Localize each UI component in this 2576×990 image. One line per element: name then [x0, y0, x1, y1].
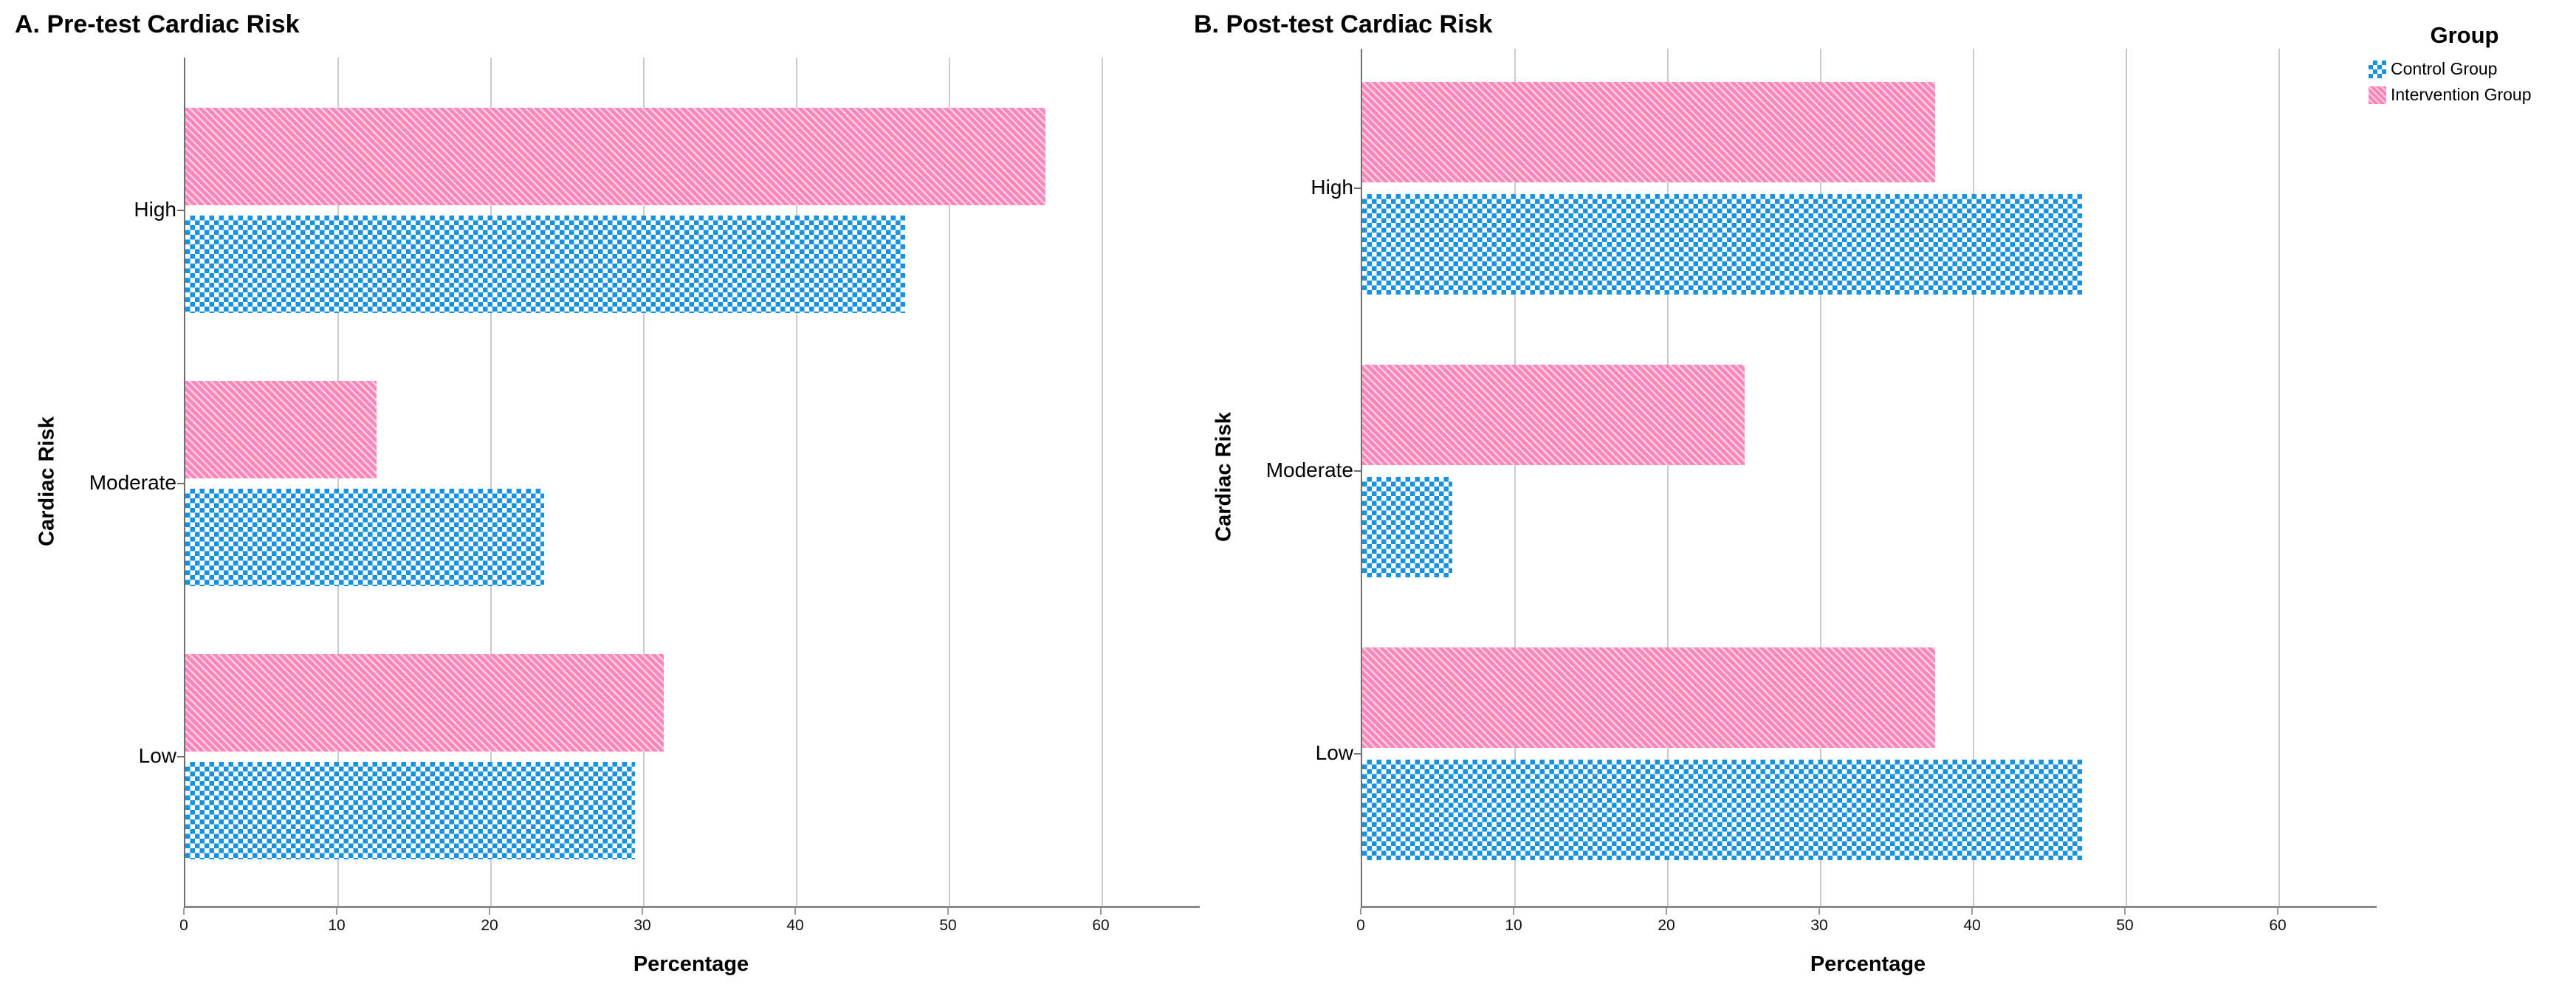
x-tick [336, 908, 337, 915]
x-tick [642, 908, 643, 915]
x-tick-label-0: 0 [179, 917, 188, 934]
x-tick [1360, 908, 1361, 915]
y-tick [1354, 470, 1361, 472]
gridline-20 [1667, 49, 1669, 906]
x-tick-label-50: 50 [2116, 917, 2134, 934]
x-tick-label-40: 40 [786, 917, 804, 934]
x-tick [1666, 908, 1667, 915]
x-tick [794, 908, 796, 915]
panel-b-x-axis-title: Percentage [1810, 952, 1926, 976]
gridline-60 [1102, 58, 1103, 906]
category-label-low: Low [138, 744, 176, 767]
x-tick [2124, 908, 2126, 915]
category-label-moderate: Moderate [89, 471, 176, 494]
category-label-high: High [1311, 176, 1353, 199]
panel-a-title: A. Pre-test Cardiac Risk [15, 10, 300, 38]
gridline-40 [1973, 49, 1974, 906]
y-tick [1354, 753, 1361, 754]
legend: Group Control Group Intervention Group [2369, 22, 2560, 111]
legend-item-control: Control Group [2369, 59, 2560, 79]
bar-intervention-moderate [1362, 365, 1745, 465]
gridline-50 [949, 58, 950, 906]
x-tick-label-30: 30 [633, 917, 651, 934]
bar-control-moderate [1362, 477, 1452, 577]
bar-intervention-low [185, 654, 664, 752]
gridline-30 [1820, 49, 1821, 906]
x-tick-label-20: 20 [1658, 917, 1675, 934]
x-tick [183, 908, 185, 915]
bar-control-high [185, 216, 905, 313]
plot-area [1361, 49, 2377, 908]
bar-control-high [1362, 194, 2082, 295]
panel-a-x-axis-title: Percentage [633, 952, 749, 976]
y-tick [177, 483, 184, 484]
gridline-50 [2126, 49, 2127, 906]
bar-intervention-moderate [185, 381, 377, 478]
x-tick-label-50: 50 [939, 917, 957, 934]
category-label-high: High [134, 198, 176, 221]
bar-control-low [1362, 760, 2082, 860]
x-tick [1971, 908, 1973, 915]
bar-control-low [185, 762, 635, 859]
panel-b-title: B. Post-test Cardiac Risk [1194, 10, 1493, 38]
x-tick [1513, 908, 1514, 915]
x-tick-label-40: 40 [1963, 917, 1981, 934]
category-label-low: Low [1315, 741, 1353, 764]
x-tick [489, 908, 490, 915]
control-group-swatch-icon [2369, 60, 2386, 78]
legend-title: Group [2430, 22, 2499, 48]
x-tick-label-30: 30 [1810, 917, 1828, 934]
gridline-60 [2278, 49, 2280, 906]
intervention-group-swatch-icon [2369, 86, 2386, 104]
gridline-30 [643, 58, 645, 906]
bar-intervention-high [1362, 82, 1935, 182]
gridline-40 [796, 58, 797, 906]
y-tick [177, 210, 184, 211]
gridline-10 [337, 58, 339, 906]
y-tick [177, 756, 184, 757]
legend-item-label: Control Group [2391, 59, 2498, 78]
legend-item-intervention: Intervention Group [2369, 85, 2560, 105]
x-tick [947, 908, 949, 915]
y-tick [1354, 188, 1361, 189]
category-label-moderate: Moderate [1265, 458, 1353, 481]
x-tick-label-10: 10 [328, 917, 346, 934]
gridline-20 [490, 58, 492, 906]
bar-intervention-low [1362, 647, 1935, 748]
x-tick-label-60: 60 [1092, 917, 1110, 934]
x-tick [1100, 908, 1102, 915]
x-tick [1818, 908, 1820, 915]
bar-control-moderate [185, 489, 544, 586]
gridline-10 [1514, 49, 1516, 906]
x-tick-label-0: 0 [1356, 917, 1365, 934]
x-tick-label-10: 10 [1505, 917, 1522, 934]
x-tick [2277, 908, 2278, 915]
plot-area [184, 58, 1200, 908]
legend-item-label: Intervention Group [2391, 85, 2532, 104]
bar-intervention-high [185, 108, 1045, 205]
x-tick-label-60: 60 [2269, 917, 2287, 934]
x-tick-label-20: 20 [481, 917, 498, 934]
